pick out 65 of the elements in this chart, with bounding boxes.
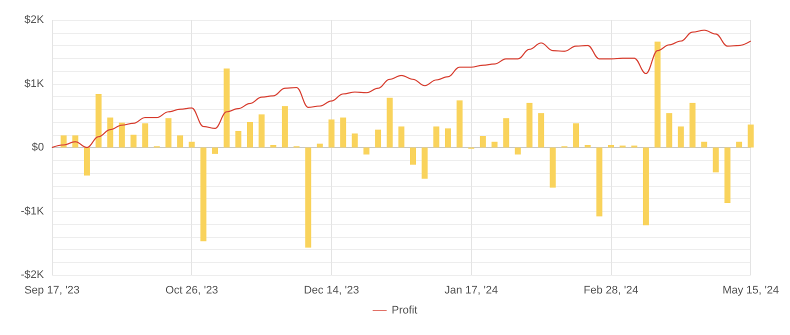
bar — [142, 123, 148, 148]
bar — [748, 124, 754, 148]
bar — [386, 98, 393, 148]
bar — [130, 134, 137, 148]
bar — [188, 142, 195, 148]
x-tick-label: Jan 17, '24 — [444, 284, 498, 296]
bar — [340, 118, 346, 148]
bar — [270, 144, 276, 148]
bar — [654, 42, 661, 148]
bar — [96, 94, 102, 148]
bar — [492, 142, 498, 148]
bar — [724, 148, 730, 203]
bar — [642, 148, 649, 226]
bar — [352, 133, 358, 148]
y-tick-label: $1K — [24, 78, 45, 90]
bar — [526, 102, 532, 148]
x-tick-label: Oct 26, '23 — [165, 284, 218, 296]
x-tick-label: Feb 28, '24 — [584, 284, 638, 296]
bar — [736, 142, 742, 148]
bar — [258, 114, 265, 148]
legend-label: Profit — [392, 304, 418, 316]
bar — [328, 119, 334, 148]
bar — [305, 148, 312, 248]
bar — [712, 148, 719, 172]
y-tick-label: -$2K — [20, 269, 45, 281]
bar — [514, 148, 521, 155]
bar — [212, 148, 218, 154]
bar — [375, 130, 382, 148]
x-tick-label: Dec 14, '23 — [304, 284, 360, 296]
bar — [422, 148, 428, 179]
x-tick-label: Sep 17, '23 — [24, 284, 80, 296]
bar — [666, 113, 672, 148]
y-tick-label: $2K — [24, 14, 45, 26]
bar — [584, 144, 591, 148]
bar — [235, 130, 242, 148]
bar — [480, 136, 486, 148]
bar — [200, 148, 206, 242]
bar — [444, 128, 451, 148]
line-series — [51, 30, 752, 148]
bar — [550, 148, 556, 188]
bar — [503, 118, 510, 148]
y-tick-label: -$1K — [20, 205, 45, 218]
bar — [107, 118, 114, 148]
y-tick-label: $0 — [32, 142, 44, 154]
bar — [363, 148, 370, 155]
bar — [316, 144, 323, 148]
bar — [177, 135, 184, 148]
bar — [596, 148, 602, 216]
bar — [282, 106, 288, 148]
bar — [456, 100, 463, 148]
bar — [165, 118, 172, 148]
bar — [118, 122, 125, 148]
x-tick-label: May 15, '24 — [722, 284, 780, 296]
bar — [398, 126, 404, 148]
bar — [573, 123, 580, 148]
bar — [690, 102, 696, 148]
bar — [224, 68, 230, 148]
bar — [701, 142, 708, 148]
bar — [246, 122, 253, 148]
bar — [678, 126, 684, 148]
bar — [433, 126, 440, 148]
bar — [84, 148, 90, 176]
bar — [538, 113, 544, 148]
bar — [608, 144, 614, 148]
bar — [410, 148, 416, 165]
